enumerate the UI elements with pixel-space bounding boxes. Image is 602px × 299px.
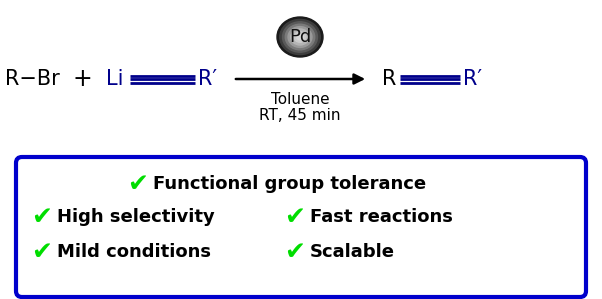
FancyBboxPatch shape (16, 157, 586, 297)
Text: Mild conditions: Mild conditions (57, 243, 211, 261)
Text: ✔: ✔ (284, 205, 305, 229)
Text: Scalable: Scalable (310, 243, 395, 261)
Text: R′: R′ (198, 69, 217, 89)
Text: ✔: ✔ (31, 240, 52, 264)
Ellipse shape (294, 32, 306, 42)
Ellipse shape (291, 29, 309, 45)
Text: Li: Li (106, 69, 123, 89)
Text: Functional group tolerance: Functional group tolerance (153, 175, 426, 193)
Text: Pd: Pd (289, 28, 311, 46)
Text: ✔: ✔ (284, 240, 305, 264)
Text: ✔: ✔ (127, 172, 148, 196)
Text: +: + (72, 67, 92, 91)
Ellipse shape (280, 19, 320, 55)
Text: R′: R′ (463, 69, 482, 89)
Text: Fast reactions: Fast reactions (310, 208, 453, 226)
Text: High selectivity: High selectivity (57, 208, 215, 226)
Text: ✔: ✔ (31, 205, 52, 229)
Ellipse shape (282, 22, 317, 52)
Text: R−Br: R−Br (5, 69, 60, 89)
Ellipse shape (277, 17, 323, 57)
Text: RT, 45 min: RT, 45 min (259, 108, 341, 123)
Text: R: R (382, 69, 396, 89)
Ellipse shape (297, 34, 303, 40)
Ellipse shape (288, 27, 312, 48)
Text: Toluene: Toluene (271, 91, 329, 106)
Ellipse shape (285, 24, 315, 50)
